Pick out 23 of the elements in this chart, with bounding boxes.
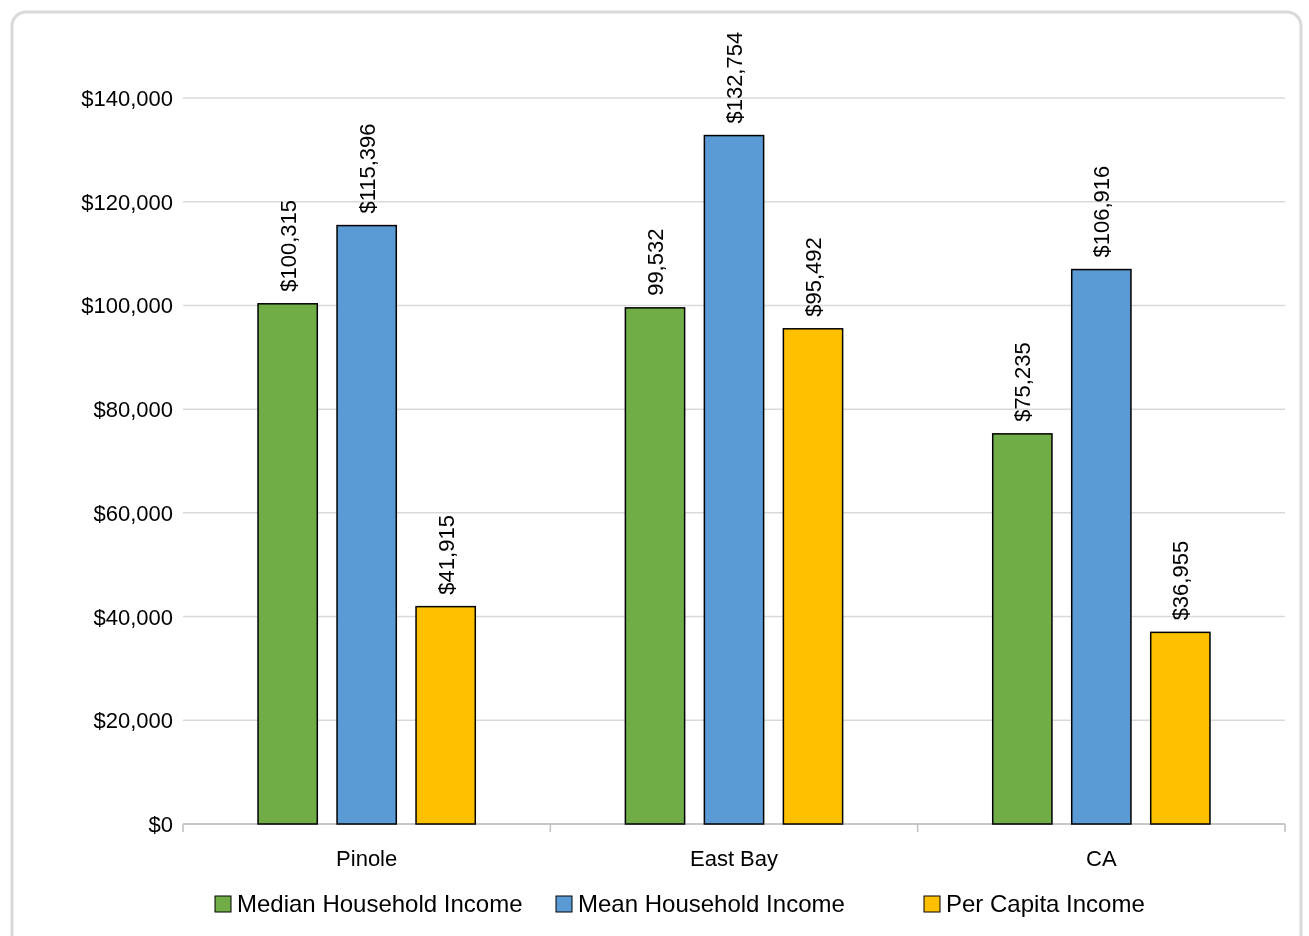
- x-tick-label: Pinole: [336, 846, 398, 871]
- data-label: $106,916: [1089, 165, 1115, 258]
- legend-label: Mean Household Income: [578, 890, 845, 917]
- data-label: $41,915: [433, 515, 459, 595]
- x-tick-label: East Bay: [689, 846, 779, 871]
- data-label: $36,955: [1168, 540, 1194, 621]
- data-label: $75,235: [1010, 342, 1036, 422]
- legend-label: Median Household Income: [237, 890, 523, 917]
- data-label: 99,532: [643, 228, 668, 296]
- data-label: $95,492: [801, 237, 826, 317]
- x-tick-label: CA: [1086, 846, 1117, 871]
- y-tick-label: $40,000: [93, 604, 173, 630]
- y-tick-label: $20,000: [93, 708, 173, 734]
- legend-label: Per Capita Income: [946, 890, 1145, 917]
- data-label: $100,315: [275, 200, 301, 292]
- y-tick-label: $60,000: [93, 500, 173, 526]
- data-label: $115,396: [354, 123, 380, 214]
- y-tick-label: $100,000: [81, 293, 173, 319]
- y-tick-label: $80,000: [93, 397, 173, 423]
- data-label: $132,754: [722, 31, 747, 124]
- y-tick-label: $0: [148, 812, 173, 837]
- y-tick-label: $140,000: [81, 86, 173, 111]
- y-tick-label: $120,000: [81, 189, 173, 215]
